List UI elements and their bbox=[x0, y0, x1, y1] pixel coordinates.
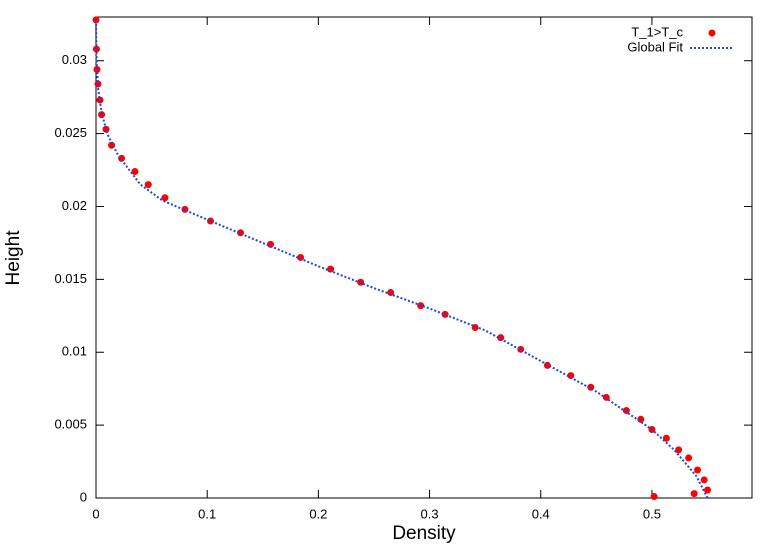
y-axis-title: Height bbox=[3, 230, 24, 286]
x-axis-title: Density bbox=[392, 523, 456, 544]
legend-label: Global Fit bbox=[627, 39, 683, 54]
data-point bbox=[161, 194, 169, 202]
y-tick-label: 0.025 bbox=[54, 125, 87, 140]
data-point bbox=[675, 446, 683, 454]
data-point bbox=[622, 407, 630, 415]
fit-line bbox=[95, 19, 709, 499]
y-tick-label: 0.015 bbox=[54, 271, 87, 286]
legend-label: T_1>T_c bbox=[631, 24, 683, 39]
data-point bbox=[92, 16, 100, 24]
plot-frame bbox=[95, 16, 753, 499]
data-point bbox=[94, 80, 102, 88]
legend-marker bbox=[708, 29, 716, 37]
x-tick-label: 0.3 bbox=[421, 506, 439, 521]
x-tick-label: 0.2 bbox=[309, 506, 327, 521]
data-point bbox=[694, 466, 702, 474]
x-tick-label: 0 bbox=[92, 506, 99, 521]
data-point bbox=[637, 415, 645, 423]
data-point bbox=[497, 334, 505, 342]
data-point bbox=[704, 486, 712, 494]
data-point bbox=[387, 288, 395, 296]
y-tick-label: 0.03 bbox=[62, 52, 87, 67]
data-point bbox=[700, 476, 708, 484]
y-tick-label: 0.005 bbox=[54, 417, 87, 432]
y-tick-label: 0.02 bbox=[62, 198, 87, 213]
data-point bbox=[685, 454, 693, 462]
data-point bbox=[297, 254, 305, 261]
x-tick-label: 0.4 bbox=[532, 506, 550, 521]
data-point bbox=[690, 490, 698, 498]
data-point bbox=[144, 181, 152, 189]
data-point bbox=[131, 168, 139, 176]
data-point bbox=[650, 493, 658, 501]
data-point bbox=[543, 361, 551, 369]
x-tick-label: 0.5 bbox=[643, 506, 661, 521]
data-point bbox=[327, 265, 335, 273]
y-tick-label: 0 bbox=[80, 489, 87, 504]
x-tick-label: 0.1 bbox=[198, 506, 216, 521]
data-point bbox=[567, 372, 575, 380]
y-tick-label: 0.01 bbox=[62, 344, 87, 359]
